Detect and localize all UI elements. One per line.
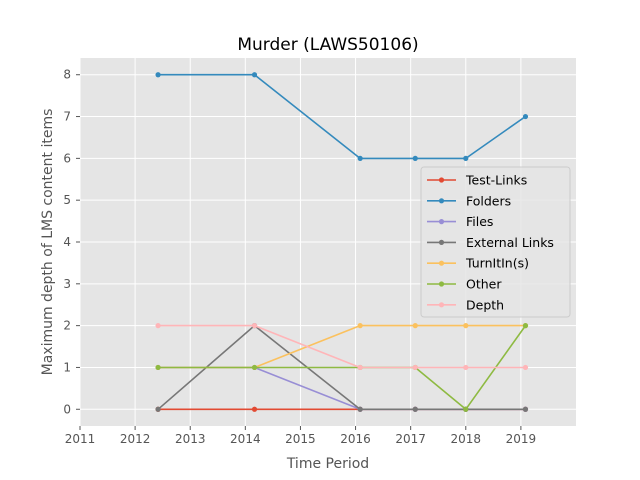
y-tick-label: 7 bbox=[63, 110, 71, 124]
legend-label-other: Other bbox=[466, 277, 502, 292]
data-point-folders bbox=[155, 72, 161, 78]
data-point-folders bbox=[357, 155, 363, 161]
x-tick-label: 2014 bbox=[230, 432, 261, 446]
series-group bbox=[155, 72, 529, 412]
y-axis-ticks: 0 1 2 3 4 5 6 7 8 bbox=[63, 68, 80, 416]
legend-label-turnitin-s: TurnItIn(s) bbox=[465, 256, 529, 271]
data-point-external-links bbox=[522, 406, 529, 412]
chart-title: Murder (LAWS50106) bbox=[237, 35, 418, 55]
x-tick-label: 2012 bbox=[120, 432, 151, 446]
legend-marker-other bbox=[438, 281, 445, 287]
data-point-depth bbox=[412, 364, 418, 371]
legend-marker-folders bbox=[438, 198, 445, 204]
data-point-external-links bbox=[412, 406, 418, 412]
legend-label-external-links: External Links bbox=[466, 235, 554, 250]
data-point-turnitin-s bbox=[412, 323, 418, 329]
legend-label-files: Files bbox=[466, 214, 493, 229]
legend-label-folders: Folders bbox=[466, 193, 511, 208]
legend-marker-turnitin-s bbox=[438, 260, 445, 266]
x-tick-label: 2016 bbox=[340, 432, 371, 446]
data-point-depth bbox=[463, 364, 469, 371]
y-axis-label: Maximum depth of LMS content items bbox=[40, 109, 56, 376]
data-point-test-links bbox=[251, 406, 258, 412]
legend-box bbox=[420, 166, 571, 318]
legend-marker-depth bbox=[438, 302, 445, 308]
y-tick-label: 6 bbox=[63, 151, 71, 165]
data-point-external-links bbox=[357, 406, 363, 412]
legend-label-test-links: Test-Links bbox=[465, 173, 527, 188]
x-tick-label: 2015 bbox=[285, 432, 316, 446]
legend: Test-Links Folders Files External Links Turn… bbox=[420, 166, 571, 318]
x-tick-label: 2019 bbox=[506, 432, 537, 446]
data-point-depth bbox=[155, 323, 161, 329]
x-tick-label: 2017 bbox=[395, 432, 426, 446]
y-tick-label: 2 bbox=[63, 319, 71, 333]
data-point-other bbox=[251, 364, 258, 371]
y-tick-label: 1 bbox=[63, 360, 71, 374]
data-point-turnitin-s bbox=[463, 323, 469, 329]
data-point-other bbox=[155, 364, 161, 371]
data-point-folders bbox=[522, 113, 529, 120]
data-point-folders bbox=[412, 155, 418, 161]
x-axis-ticks: 2011 2012 2013 2014 2015 2016 2017 2018 2019 bbox=[65, 426, 536, 446]
data-point-other bbox=[463, 406, 469, 412]
data-point-depth bbox=[357, 364, 363, 371]
series-line-external-links bbox=[157, 324, 526, 411]
y-tick-label: 8 bbox=[63, 68, 71, 82]
y-tick-label: 5 bbox=[63, 193, 71, 207]
x-axis-label: Time Period bbox=[286, 456, 369, 472]
y-tick-label: 4 bbox=[63, 235, 71, 249]
y-tick-label: 3 bbox=[63, 277, 71, 291]
data-point-depth bbox=[522, 364, 529, 371]
data-point-folders bbox=[251, 72, 258, 78]
data-point-turnitin-s bbox=[357, 323, 363, 329]
x-tick-label: 2018 bbox=[451, 432, 482, 446]
data-point-folders bbox=[463, 155, 469, 161]
legend-label-depth: Depth bbox=[466, 297, 504, 312]
legend-marker-files bbox=[438, 219, 445, 225]
series-line-depth bbox=[158, 324, 526, 369]
legend-marker-external-links bbox=[438, 239, 445, 245]
y-tick-label: 0 bbox=[63, 402, 71, 416]
legend-marker-test-links bbox=[438, 177, 445, 183]
data-point-external-links bbox=[155, 406, 161, 412]
x-tick-label: 2013 bbox=[175, 432, 206, 446]
x-tick-label: 2011 bbox=[65, 432, 96, 446]
data-point-other bbox=[522, 323, 529, 329]
data-point-depth bbox=[251, 323, 258, 329]
series-line-folders bbox=[158, 73, 526, 160]
